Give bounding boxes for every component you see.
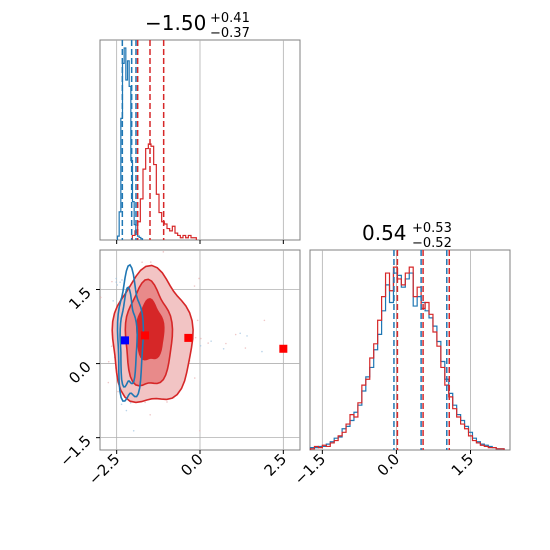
hist-y-grid — [321, 250, 471, 450]
scatter-point — [225, 342, 227, 345]
red-marker — [141, 331, 149, 340]
hist-y-x-tick-label: 1.5 — [448, 450, 478, 480]
scatter-x-tick-label: 0.0 — [177, 450, 207, 480]
scatter-contours — [111, 263, 194, 404]
scatter-point — [199, 344, 202, 347]
scatter-point — [193, 377, 196, 379]
hist-y-red-step — [309, 266, 505, 450]
scatter-point — [112, 300, 114, 302]
scatter-point — [207, 342, 209, 344]
scatter-point — [239, 332, 241, 335]
scatter-point — [107, 360, 110, 363]
scatter-point — [246, 335, 248, 337]
red-marker — [279, 344, 288, 353]
scatter-point — [115, 281, 118, 283]
scatter-point — [261, 350, 263, 353]
hist-y-frame — [309, 249, 511, 451]
scatter-point — [200, 337, 202, 340]
scatter-x-ticks: −2.5 0.0 2.5 — [85, 450, 290, 489]
scatter-point — [116, 284, 119, 286]
scatter-point — [119, 281, 121, 284]
hist-x-steps — [116, 47, 197, 240]
scatter-point — [149, 261, 152, 263]
scatter-y-ticks: −1.5 0.0 1.5 — [56, 284, 100, 470]
blue-contour — [119, 286, 139, 388]
hist-y-x-ticks: −1.5 0.0 1.5 — [291, 450, 478, 489]
hist-x-panel: −1.50 +0.41 −0.37 — [99, 11, 301, 244]
hist-y-x-tick-label: −1.5 — [291, 450, 329, 488]
hist-y-title-main: 0.54 — [362, 221, 407, 245]
hist-x-grid — [116, 40, 284, 244]
scatter-point — [144, 401, 146, 404]
scatter-point — [166, 401, 168, 403]
hist-y-blue-step — [309, 272, 505, 450]
hist-x-title-sup: +0.41 — [210, 11, 250, 26]
scatter-point — [222, 347, 225, 350]
scatter-point — [120, 403, 123, 406]
scatter-point — [111, 280, 113, 283]
scatter-point — [132, 430, 135, 432]
hist-y-steps — [309, 266, 505, 450]
hist-y-quantiles — [393, 250, 451, 450]
scatter-y-tick-label: 1.5 — [65, 284, 95, 314]
hist-x-quantiles — [121, 40, 165, 240]
scatter-point — [198, 277, 200, 280]
scatter-point — [99, 296, 102, 299]
hist-x-blue-step — [116, 47, 144, 240]
hist-y-title-sub: −0.52 — [412, 236, 452, 251]
hist-y-x-tick-label: 0.0 — [374, 450, 404, 480]
scatter-y-tick-label: −1.5 — [56, 432, 94, 470]
hist-x-title-main: −1.50 — [145, 11, 206, 35]
scatter-point — [129, 402, 132, 404]
hist-x-title-sub: −0.37 — [210, 26, 250, 41]
blue-contour — [116, 263, 145, 402]
scatter-point — [210, 340, 212, 342]
blue-marker — [121, 336, 129, 345]
scatter-point — [110, 345, 113, 348]
scatter-point — [198, 429, 201, 432]
hist-y-panel: −1.5 0.0 1.5 0.54 +0.53 −0.52 — [291, 221, 511, 489]
scatter-point — [193, 285, 196, 287]
scatter-point — [125, 409, 128, 412]
scatter-panel: −2.5 0.0 2.5 −1.5 0.0 1.5 — [56, 249, 301, 489]
scatter-x-tick-label: −2.5 — [85, 450, 123, 488]
red-marker — [184, 333, 193, 342]
scatter-point — [263, 319, 266, 322]
scatter-y-tick-label: 0.0 — [65, 358, 95, 388]
scatter-point — [234, 333, 237, 336]
scatter-markers — [121, 331, 288, 353]
scatter-point — [121, 279, 123, 281]
scatter-point — [115, 277, 117, 280]
scatter-point — [162, 251, 165, 253]
scatter-x-tick-label: 2.5 — [261, 450, 291, 480]
scatter-point — [149, 413, 151, 416]
scatter-point — [194, 336, 197, 339]
scatter-point — [117, 390, 119, 393]
scatter-point — [141, 261, 143, 263]
hist-y-title-sup: +0.53 — [412, 221, 452, 236]
scatter-point — [244, 347, 247, 349]
scatter-point — [196, 319, 199, 322]
scatter-point — [107, 381, 110, 384]
